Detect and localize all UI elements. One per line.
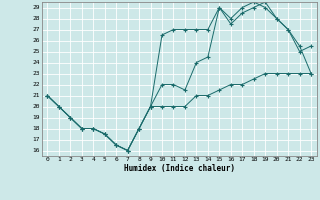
- X-axis label: Humidex (Indice chaleur): Humidex (Indice chaleur): [124, 164, 235, 173]
